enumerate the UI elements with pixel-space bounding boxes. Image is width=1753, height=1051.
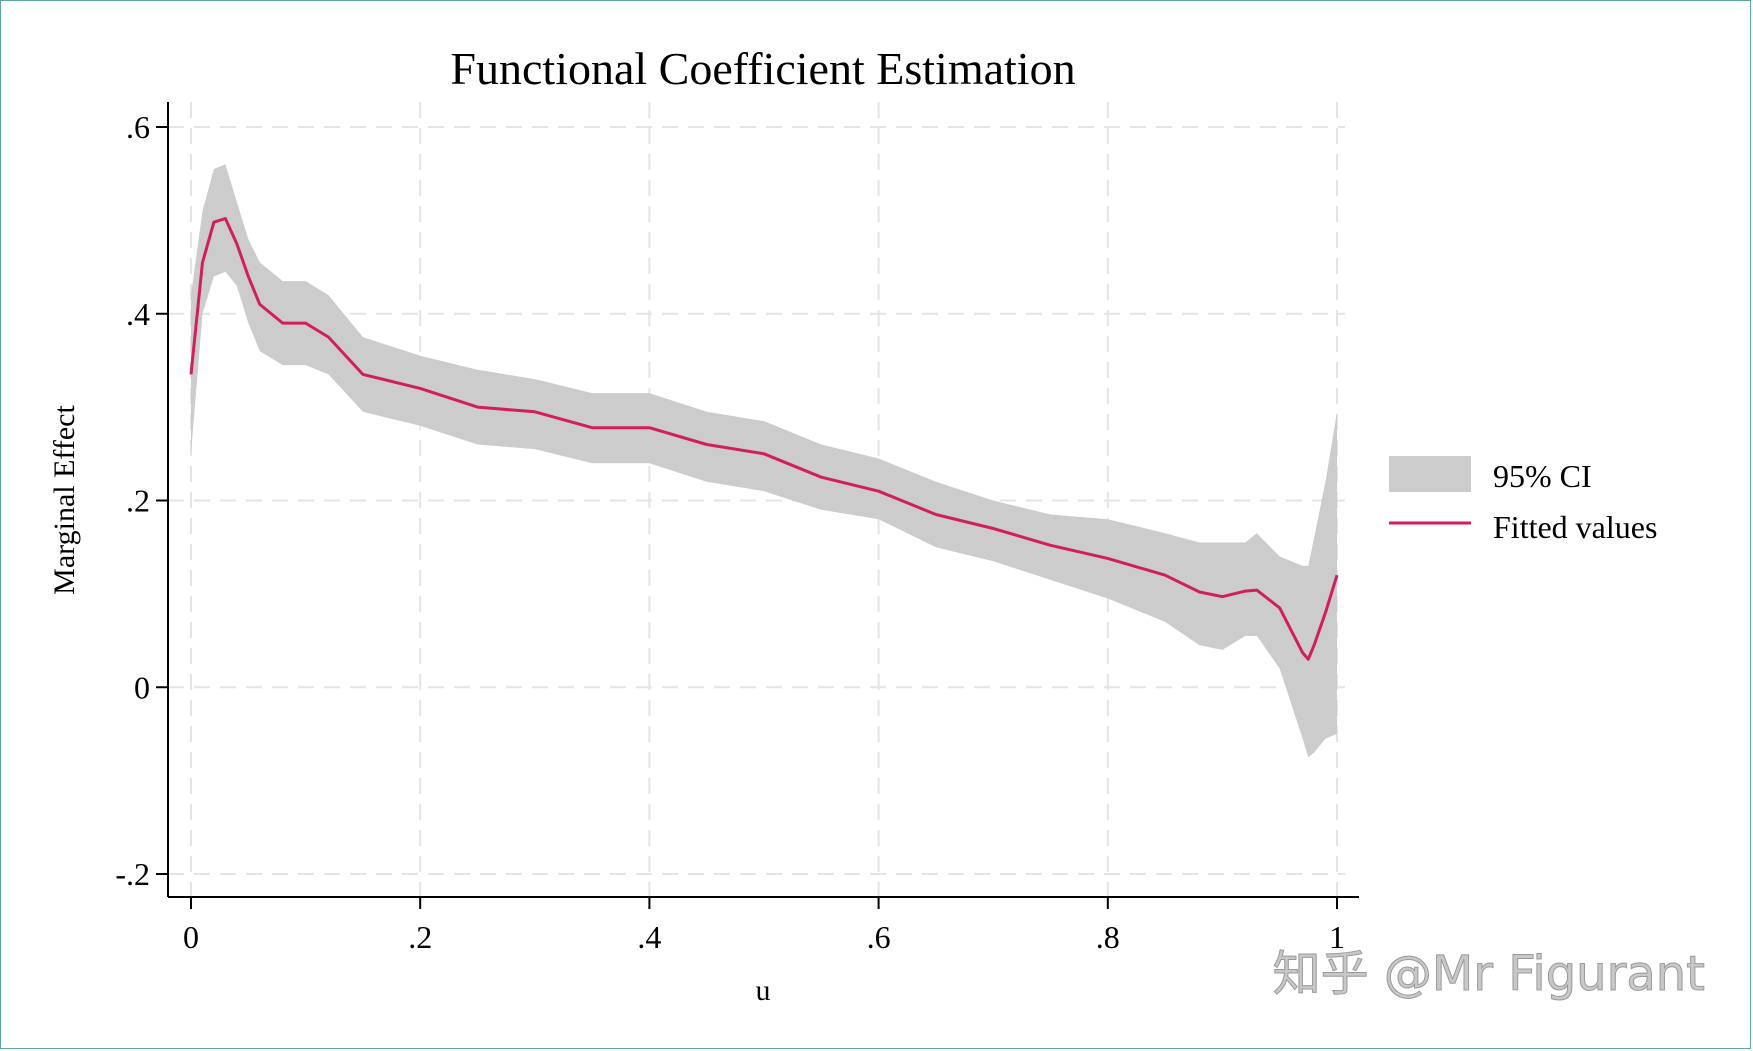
x-axis-ticks: 0 .2 .4 .6 .8 1 [183, 897, 1345, 955]
gridlines [168, 102, 1345, 897]
x-tick-label: .8 [1096, 919, 1120, 955]
x-tick-label: .6 [867, 919, 891, 955]
fitted-line-layer [189, 217, 1339, 661]
ci-band-layer [191, 164, 1337, 758]
ci-band [191, 164, 1337, 758]
x-tick-label: 0 [183, 919, 199, 955]
y-tick-label: .2 [126, 483, 150, 519]
axes [167, 102, 1359, 898]
legend-swatch-ci [1389, 456, 1471, 492]
x-tick-label: 1 [1329, 919, 1345, 955]
y-tick-label: -.2 [115, 856, 150, 892]
fitted-line [189, 217, 1339, 661]
y-axis-label: Marginal Effect [48, 405, 81, 595]
y-tick-label: .4 [126, 296, 150, 332]
watermark: 知乎 @Mr Figurant [1273, 946, 1705, 1002]
legend: 95% CI Fitted values [1389, 456, 1657, 545]
y-axis-ticks: -.2 0 .2 .4 .6 [115, 109, 168, 892]
x-tick-label: .4 [637, 919, 661, 955]
legend-label-fitted: Fitted values [1493, 509, 1657, 545]
y-tick-label: .6 [126, 109, 150, 145]
chart-title: Functional Coefficient Estimation [450, 43, 1075, 94]
x-axis-label: u [756, 974, 771, 1007]
x-tick-label: .2 [408, 919, 432, 955]
y-tick-label: 0 [134, 669, 150, 705]
legend-label-ci: 95% CI [1493, 458, 1592, 494]
